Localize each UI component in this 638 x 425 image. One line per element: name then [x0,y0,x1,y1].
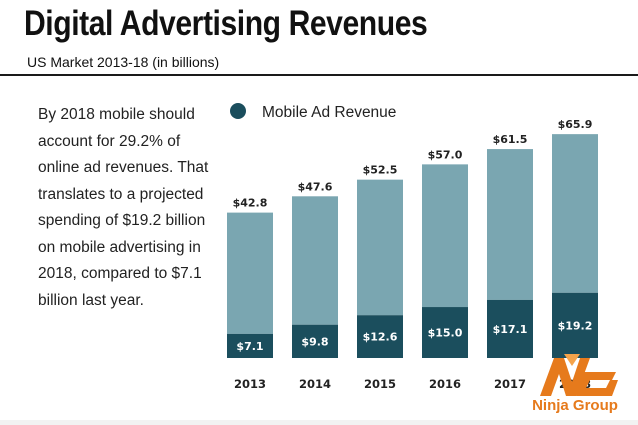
chart-title: Digital Advertising Revenues [24,4,428,43]
total-revenue-bar-2016 [422,164,468,308]
total-value-label-2015: $52.5 [363,164,398,177]
mobile-revenue-bar-2018 [552,292,598,358]
total-value-label-2016: $57.0 [428,148,463,161]
x-tick-label-2016: 2016 [429,377,461,391]
mobile-value-label-2014: $9.8 [301,335,328,348]
mobile-revenue-bar-2016 [422,307,468,358]
brand-name: Ninja Group [532,397,618,414]
total-value-label-2013: $42.8 [233,197,268,210]
x-tick-label-2015: 2015 [364,377,396,391]
total-revenue-bar-2014 [292,196,338,325]
mobile-revenue-bar-2017 [487,299,533,358]
description-text: By 2018 mobile should account for 29.2% … [38,106,209,309]
bottom-edge [0,420,638,425]
mobile-value-label-2013: $7.1 [236,340,263,353]
chart-subtitle: US Market 2013-18 (in billions) [27,54,220,70]
total-value-label-2018: $65.9 [558,118,593,131]
total-revenue-bar-2018 [552,134,598,293]
mobile-revenue-bar-2015 [357,315,403,358]
mobile-value-label-2016: $15.0 [428,327,463,340]
total-value-label-2017: $61.5 [493,133,528,146]
total-value-label-2014: $47.6 [298,180,333,193]
mobile-value-label-2015: $12.6 [363,331,398,344]
total-revenue-bar-2015 [357,179,403,316]
mobile-revenue-bar-2013 [227,333,273,358]
mobile-revenue-bar-2014 [292,324,338,358]
legend-swatch-mobile [230,103,246,119]
mobile-value-label-2018: $19.2 [558,319,593,332]
x-tick-label-2013: 2013 [234,377,266,391]
legend-label-mobile: Mobile Ad Revenue [262,104,396,121]
mobile-value-label-2017: $17.1 [493,323,528,336]
total-revenue-bar-2017 [487,149,533,300]
ninja-logo-icon [540,354,618,396]
total-revenue-bar-2013 [227,212,273,334]
header-divider [0,74,638,76]
ninja-group-logo: Ninja Group [520,352,630,422]
x-tick-label-2017: 2017 [494,377,526,391]
x-tick-label-2014: 2014 [299,377,331,391]
